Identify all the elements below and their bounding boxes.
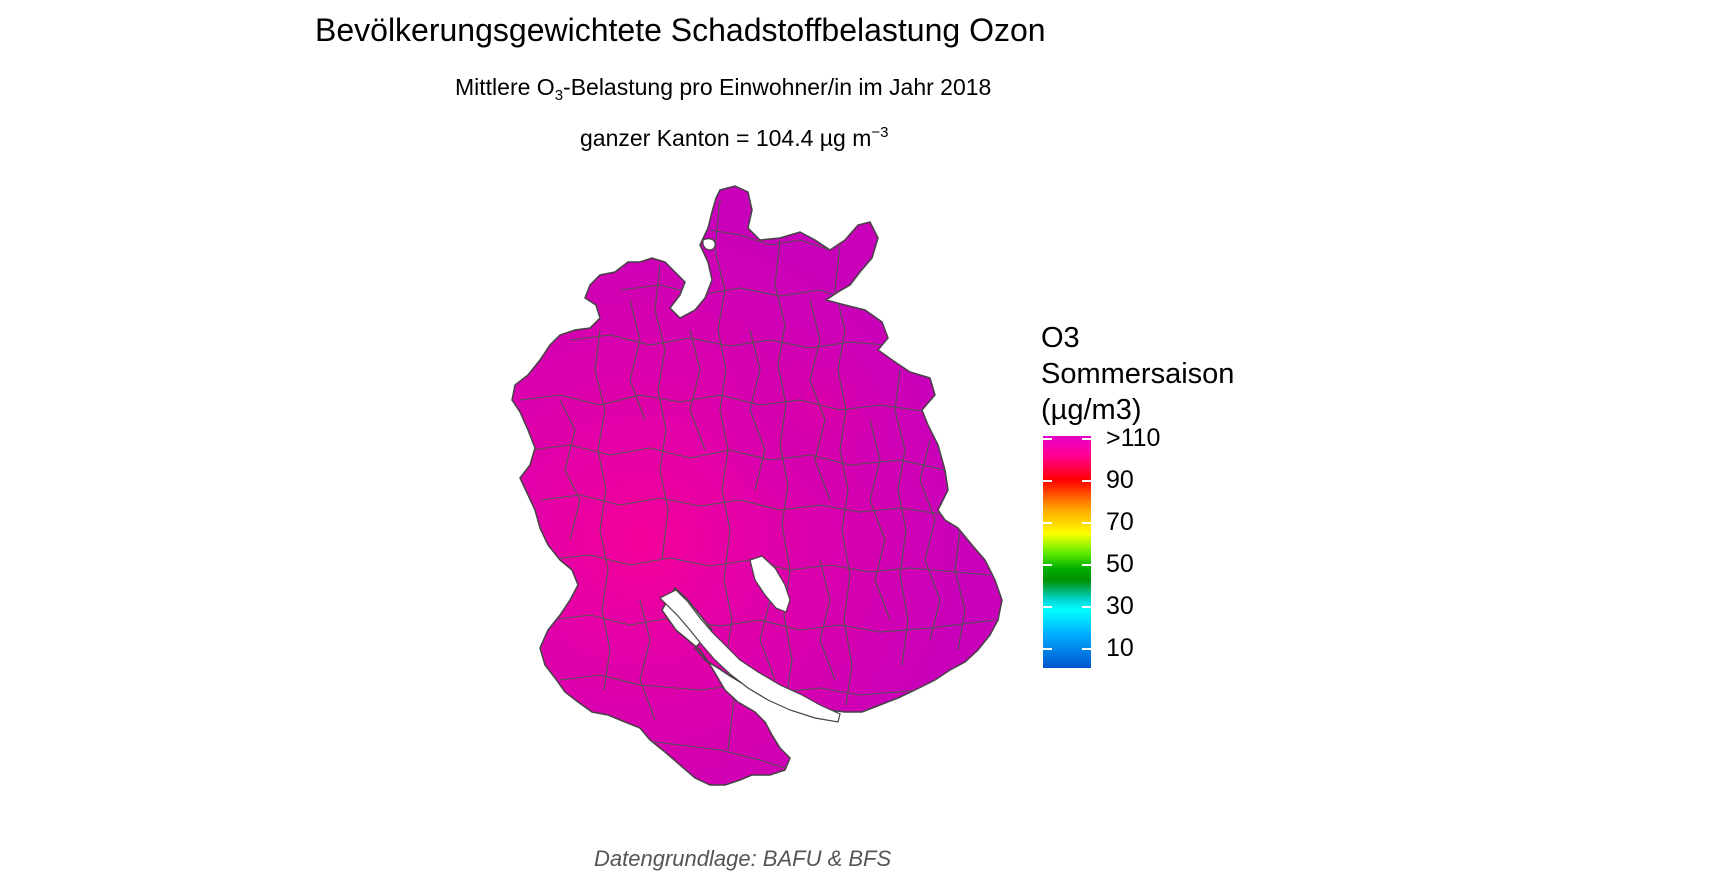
legend-tick — [1043, 438, 1052, 440]
map-subtitle: Mittlere O3-Belastung pro Einwohner/in i… — [455, 74, 991, 104]
data-source-caption: Datengrundlage: BAFU & BFS — [594, 846, 892, 871]
canton-average-text: ganzer Kanton = 104.4 µg m — [580, 125, 872, 151]
canton-average: ganzer Kanton = 104.4 µg m−3 — [580, 124, 888, 152]
legend-label-10: 10 — [1106, 634, 1134, 662]
legend-tick — [1043, 522, 1052, 524]
legend-tick — [1043, 648, 1052, 650]
legend-tick — [1082, 522, 1091, 524]
legend-label-70: 70 — [1106, 508, 1134, 536]
east-overlay — [700, 300, 940, 520]
legend-label-90: 90 — [1106, 466, 1134, 494]
legend-tick — [1043, 480, 1052, 482]
lake-zurich — [658, 589, 841, 723]
legend-tick — [1082, 438, 1091, 440]
subtitle-prefix: Mittlere O — [455, 74, 555, 100]
legend-tick — [1043, 606, 1052, 608]
legend-tick — [1082, 648, 1091, 650]
legend-label-30: 30 — [1106, 592, 1134, 620]
canton-average-exponent: −3 — [871, 124, 889, 141]
legend-tick — [1043, 564, 1052, 566]
legend-title: O3 Sommersaison (µg/m3) — [1041, 320, 1234, 428]
map-title: Bevölkerungsgewichtete Schadstoffbelastu… — [315, 12, 1046, 48]
legend-title-line-2: Sommersaison — [1041, 358, 1235, 390]
legend-title-line-1: O3 — [1041, 322, 1080, 354]
rhine-loop-notch — [702, 238, 716, 251]
legend-label-50: 50 — [1106, 550, 1134, 578]
legend-tick — [1082, 606, 1091, 608]
canton-shape — [511, 185, 1003, 786]
legend-label-110: >110 — [1106, 424, 1161, 452]
municipality-boundaries — [519, 199, 996, 769]
subtitle-suffix: -Belastung pro Einwohner/in im Jahr 2018 — [563, 74, 992, 100]
legend-tick — [1082, 564, 1091, 566]
subtitle-subscript: 3 — [554, 87, 564, 104]
legend-tick — [1082, 480, 1091, 482]
lake-greifensee — [749, 555, 791, 613]
legend-colorbar — [1043, 436, 1091, 668]
legend-title-line-3: (µg/m3) — [1041, 394, 1142, 426]
